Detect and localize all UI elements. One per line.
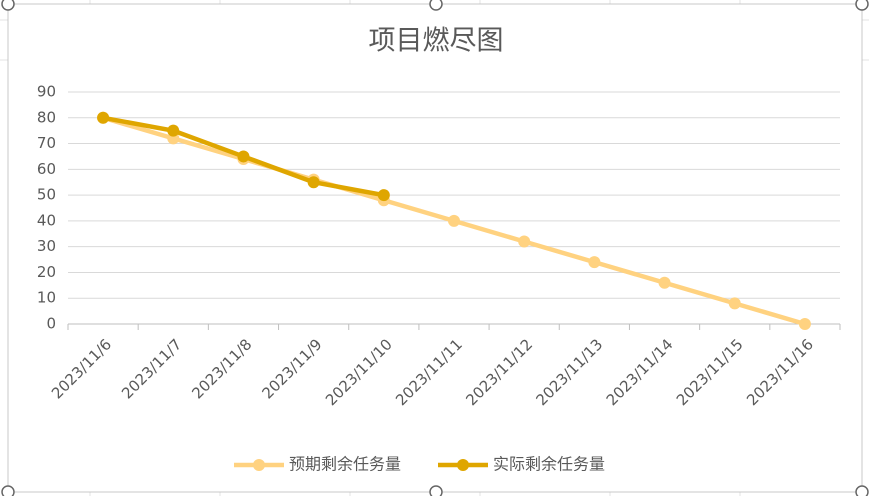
y-tick-label: 90 <box>37 83 56 101</box>
y-tick-label: 0 <box>46 315 56 333</box>
y-tick-label: 30 <box>37 237 56 255</box>
series-marker <box>588 256 601 269</box>
y-tick-label: 50 <box>37 186 56 204</box>
series-marker <box>237 150 250 163</box>
y-tick-label: 80 <box>37 108 56 126</box>
y-tick-label: 20 <box>37 263 56 281</box>
y-tick-label: 10 <box>37 289 56 307</box>
chart-title: 项目燃尽图 <box>369 26 504 57</box>
series-marker <box>518 235 531 248</box>
series-marker <box>167 124 180 137</box>
series-marker <box>307 176 320 189</box>
legend-label: 预期剩余任务量 <box>289 455 401 474</box>
chart-area[interactable] <box>7 3 863 493</box>
series-marker <box>728 297 741 310</box>
series-marker <box>97 111 110 124</box>
y-tick-label: 70 <box>37 134 56 152</box>
legend-marker <box>253 459 265 471</box>
y-tick-label: 40 <box>37 211 56 229</box>
series-marker <box>377 189 390 202</box>
y-tick-label: 60 <box>37 160 56 178</box>
series-marker <box>448 214 460 227</box>
series-marker <box>658 276 671 289</box>
series-marker <box>798 318 811 330</box>
legend-marker <box>457 459 469 471</box>
legend-label: 实际剩余任务量 <box>493 455 605 474</box>
